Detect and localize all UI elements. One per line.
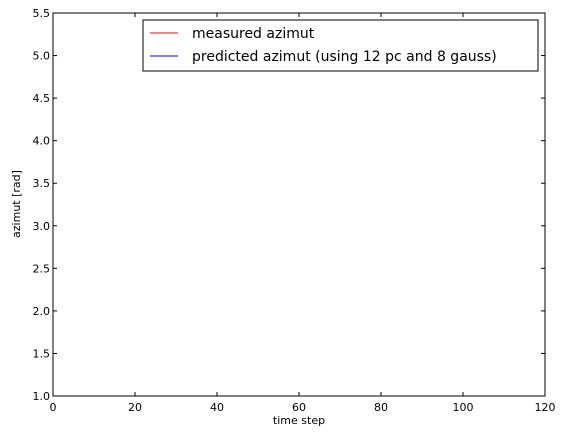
y-tick-label: 1.5 bbox=[33, 347, 51, 360]
y-tick-label: 1.0 bbox=[33, 390, 51, 403]
y-tick-label: 4.0 bbox=[33, 135, 51, 148]
y-tick-label: 2.5 bbox=[33, 262, 51, 275]
axis-ticks: 0 20 40 60 80 100 120 1.0 1.5 2.0 2.5 3.0 3.5 4.0 4.5 5… bbox=[33, 7, 556, 414]
x-tick-label: 40 bbox=[210, 401, 224, 414]
x-tick-label: 0 bbox=[50, 401, 57, 414]
legend-box bbox=[142, 19, 539, 72]
y-tick-label: 3.5 bbox=[33, 177, 51, 190]
plot-area bbox=[52, 12, 546, 397]
legend: measured azimut predicted azimut (using … bbox=[142, 19, 539, 72]
x-tick-label: 100 bbox=[453, 401, 474, 414]
x-tick-label: 120 bbox=[535, 401, 556, 414]
y-tick-label: 5.5 bbox=[33, 7, 51, 20]
legend-label-measured: measured azimut bbox=[192, 26, 315, 42]
y-tick-label: 3.0 bbox=[33, 220, 51, 233]
y-tick-label: 5.0 bbox=[33, 50, 51, 63]
x-tick-label: 80 bbox=[374, 401, 388, 414]
x-tick-label: 60 bbox=[292, 401, 306, 414]
y-tick-label: 2.0 bbox=[33, 305, 51, 318]
y-axis-label: azimut [rad] bbox=[10, 170, 23, 238]
legend-label-predicted: predicted azimut (using 12 pc and 8 gaus… bbox=[192, 49, 497, 65]
y-tick-label: 4.5 bbox=[33, 92, 51, 105]
x-tick-label: 20 bbox=[128, 401, 142, 414]
x-axis-label: time step bbox=[273, 414, 325, 427]
